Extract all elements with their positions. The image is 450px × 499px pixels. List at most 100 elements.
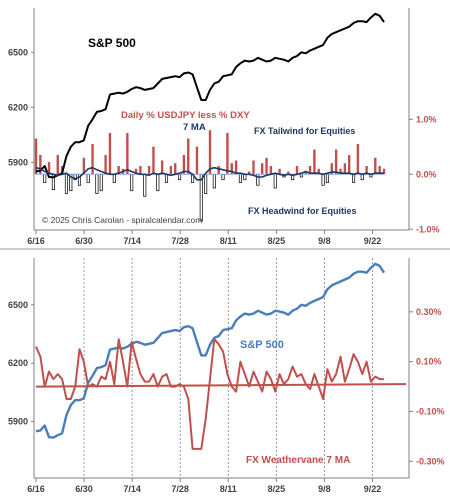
bar — [112, 173, 116, 183]
bar — [34, 138, 38, 175]
bar — [365, 166, 368, 175]
bar — [330, 163, 333, 175]
x-tick-label: 9/8 — [318, 236, 331, 246]
y-tick-label: 6500 — [8, 47, 28, 57]
bar — [356, 144, 360, 175]
bar — [265, 157, 268, 175]
sp500-line — [35, 262, 386, 439]
x-tick-label: 6/16 — [27, 236, 45, 246]
y2-tick-label: -1.0% — [416, 224, 440, 234]
bar — [169, 166, 173, 175]
y-tick-label: 5900 — [8, 417, 28, 427]
y2-tick-label: 0.0% — [416, 169, 437, 179]
headwind-label: FX Headwind for Equities — [248, 206, 357, 216]
copyright: © 2025 Chris Carolan - spiralcalendar.co… — [42, 215, 202, 225]
tailwind-label: FX Tailwind for Equities — [254, 126, 355, 136]
x-tick-label: 7/14 — [123, 484, 141, 494]
bar — [221, 173, 225, 181]
bar — [199, 173, 203, 222]
bar — [39, 155, 42, 175]
sp500-line — [35, 12, 385, 179]
bar — [352, 173, 356, 183]
bottom-chart: 6/16 6/30 7/14 7/28 8/11 8/25 9/8 9/22 5900 6200 6… — [8, 258, 445, 494]
bar — [156, 173, 160, 192]
bar — [343, 163, 347, 175]
x-tick-label: 9/22 — [364, 484, 382, 494]
bar — [204, 173, 208, 194]
bar — [247, 171, 251, 175]
sp500-label: S&P 500 — [88, 36, 136, 50]
y-tick-label: 6200 — [8, 102, 28, 112]
x-tick-label: 9/8 — [318, 484, 331, 494]
bar — [82, 157, 86, 175]
zero-reference-line — [35, 383, 407, 388]
bar — [178, 173, 182, 181]
weathervane-label: FX Weathervane 7 MA — [246, 455, 350, 466]
bar — [238, 173, 242, 183]
y-tick-label: 6200 — [8, 358, 28, 368]
bar — [104, 155, 107, 175]
bar — [287, 171, 290, 175]
bar — [99, 173, 103, 192]
bar — [308, 166, 312, 175]
bar — [273, 173, 277, 189]
bar — [325, 173, 329, 183]
bar — [230, 163, 233, 175]
ma7-label: 7 MA — [183, 122, 206, 133]
y2-tick-label: 1.0% — [416, 114, 437, 124]
bar — [339, 168, 342, 175]
x-tick-label: 8/25 — [268, 236, 286, 246]
bar — [195, 146, 199, 175]
x-tick-label: 8/25 — [268, 484, 286, 494]
bar — [187, 138, 190, 175]
bar — [252, 160, 255, 175]
weathervane-line — [35, 338, 384, 450]
bar — [334, 149, 338, 175]
bar — [126, 133, 129, 175]
bar — [378, 166, 381, 175]
bar — [164, 173, 169, 183]
bar — [91, 144, 94, 175]
bar — [269, 166, 273, 175]
bar — [261, 163, 264, 175]
x-tick-label: 6/30 — [75, 236, 93, 246]
bar — [295, 166, 299, 175]
bar — [143, 173, 147, 197]
bar — [134, 168, 138, 175]
bar — [86, 173, 90, 183]
y2-tick-label: 0.30% — [416, 307, 442, 317]
bar — [317, 168, 320, 175]
bar — [174, 163, 177, 175]
daily-label: Daily % USDJPY less % DXY — [121, 110, 250, 121]
x-tick-label: 9/22 — [364, 236, 382, 246]
bar — [47, 162, 51, 175]
bar — [382, 168, 386, 175]
x-tick-label: 7/28 — [171, 236, 189, 246]
bar — [374, 157, 377, 175]
bar — [234, 160, 238, 175]
bar — [321, 173, 325, 186]
bar — [208, 130, 212, 175]
top-chart: 6/16 6/30 7/14 7/28 8/11 8/25 9/8 9/22 5900 6200 6… — [8, 8, 440, 246]
sp500-label-bottom: S&P 500 — [240, 339, 284, 351]
y-tick-label: 6500 — [8, 300, 28, 310]
x-tick-label: 7/14 — [123, 236, 141, 246]
bar — [182, 155, 186, 175]
bar — [152, 146, 155, 175]
bar — [348, 155, 351, 175]
bar — [95, 173, 99, 194]
bar — [130, 173, 134, 192]
bar — [56, 155, 59, 175]
bar — [64, 173, 68, 194]
bar — [278, 168, 281, 175]
bar — [139, 166, 142, 175]
ma7-line — [35, 166, 384, 181]
bar — [43, 173, 47, 183]
bar — [217, 166, 220, 175]
bar — [160, 160, 164, 175]
bar — [212, 173, 216, 189]
x-tick-label: 8/11 — [220, 236, 237, 246]
x-tick-label: 6/16 — [27, 484, 45, 494]
bar — [117, 166, 120, 175]
